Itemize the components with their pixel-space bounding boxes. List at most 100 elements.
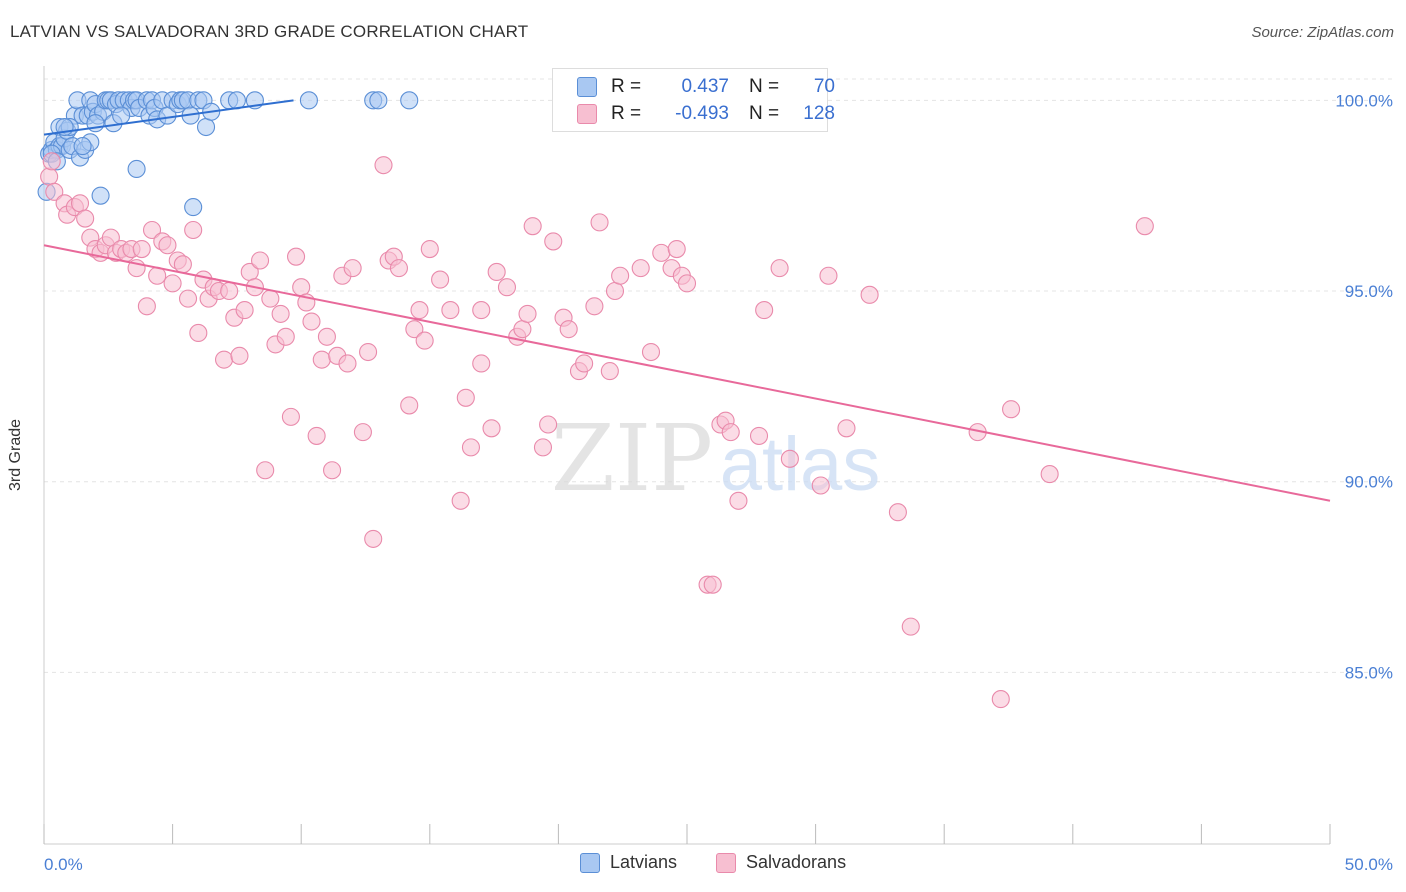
legend-item-latvians[interactable]: Latvians (580, 852, 677, 873)
data-point (533, 438, 553, 457)
data-point (400, 91, 419, 110)
legend-label-latvians: Latvians (610, 852, 678, 872)
data-point (389, 259, 408, 278)
r-label: R = (611, 76, 642, 97)
data-point (667, 240, 686, 259)
tick-labels: 100.0% 95.0% 90.0% 85.0% 0.0% 50.0% (44, 91, 1393, 874)
data-point (178, 289, 198, 308)
data-point (317, 327, 336, 346)
trend-line (43, 244, 1331, 502)
data-point (302, 312, 321, 331)
data-point (539, 415, 558, 434)
r-label: R = (611, 103, 642, 124)
data-point (497, 278, 517, 297)
data-point (250, 251, 270, 270)
data-point (214, 350, 234, 369)
data-point (196, 117, 216, 137)
data-point (611, 266, 630, 285)
data-point (901, 617, 920, 636)
data-point (137, 297, 156, 316)
data-point (73, 137, 92, 156)
data-point (523, 217, 542, 236)
chart-title: LATVIAN VS SALVADORAN 3RD GRADE CORRELAT… (10, 22, 529, 41)
data-point (487, 262, 506, 281)
data-point (888, 503, 907, 522)
data-point (721, 423, 740, 442)
y-tick-label: 100.0% (1335, 91, 1393, 110)
data-point (261, 289, 280, 308)
data-point (451, 491, 470, 510)
data-point (544, 232, 563, 251)
y-tick-label: 90.0% (1345, 473, 1393, 492)
data-point (287, 247, 306, 266)
data-point (770, 259, 789, 278)
data-point (158, 236, 177, 255)
latvians-legend-swatch (580, 852, 600, 873)
data-point (132, 240, 151, 259)
n-label: N = (749, 76, 780, 97)
data-point (299, 91, 318, 110)
watermark: ZIP atlas (551, 405, 880, 512)
data-point (729, 491, 748, 510)
data-point (405, 320, 424, 339)
data-point (559, 320, 578, 339)
correlation-legend: R = 0.437 N = 70 R = -0.493 N = 128 (552, 68, 835, 132)
salvadorans-swatch (577, 104, 597, 124)
salvadorans-legend-swatch (716, 852, 736, 873)
data-point (600, 362, 619, 381)
data-point (91, 186, 110, 205)
legend-item-salvadorans[interactable]: Salvadorans (716, 852, 846, 873)
data-point (359, 342, 378, 362)
data-point (163, 274, 182, 293)
r-value: -0.493 (675, 103, 729, 124)
data-point (755, 301, 774, 320)
data-point (112, 106, 131, 125)
data-point (482, 419, 501, 438)
data-point (456, 388, 475, 407)
data-point (749, 426, 769, 445)
legend-row-latvians: R = 0.437 N = 70 (577, 73, 835, 101)
data-point (353, 423, 372, 442)
watermark-zip: ZIP (551, 405, 713, 512)
bottom-legend: Latvians Salvadorans (0, 852, 1406, 876)
x-tick-label: 50.0% (1345, 855, 1393, 874)
data-point (70, 194, 90, 213)
data-point (415, 331, 434, 350)
data-point (819, 266, 838, 285)
data-point (230, 346, 249, 365)
data-point (235, 301, 254, 320)
data-point (431, 270, 450, 289)
trend-lines (43, 99, 1331, 502)
data-point (513, 320, 532, 339)
legend-label-salvadorans: Salvadorans (746, 852, 847, 872)
data-point (585, 297, 604, 316)
data-point (307, 426, 326, 445)
source-label: Source: ZipAtlas.com (1251, 24, 1394, 41)
data-point (1040, 465, 1059, 484)
data-point (343, 259, 362, 278)
r-value: 0.437 (681, 76, 729, 97)
latvians-swatch (577, 77, 597, 97)
data-point (281, 407, 300, 426)
data-point (641, 342, 661, 362)
data-point (420, 240, 439, 259)
data-point (338, 354, 357, 373)
data-point (811, 476, 830, 495)
data-point (184, 220, 203, 240)
data-point (1135, 217, 1154, 236)
data-point (276, 327, 295, 346)
x-tick-label: 0.0% (44, 855, 83, 874)
legend-row-salvadorans: R = -0.493 N = 128 (577, 100, 835, 128)
data-point (256, 461, 275, 480)
data-point (45, 182, 64, 201)
data-point (220, 281, 239, 301)
data-point (271, 304, 290, 323)
data-point (127, 159, 146, 179)
data-point (364, 529, 383, 548)
data-point (518, 304, 537, 323)
data-point (312, 350, 331, 369)
y-tick-label: 95.0% (1345, 282, 1393, 301)
data-point (472, 301, 491, 320)
data-point (142, 220, 162, 240)
